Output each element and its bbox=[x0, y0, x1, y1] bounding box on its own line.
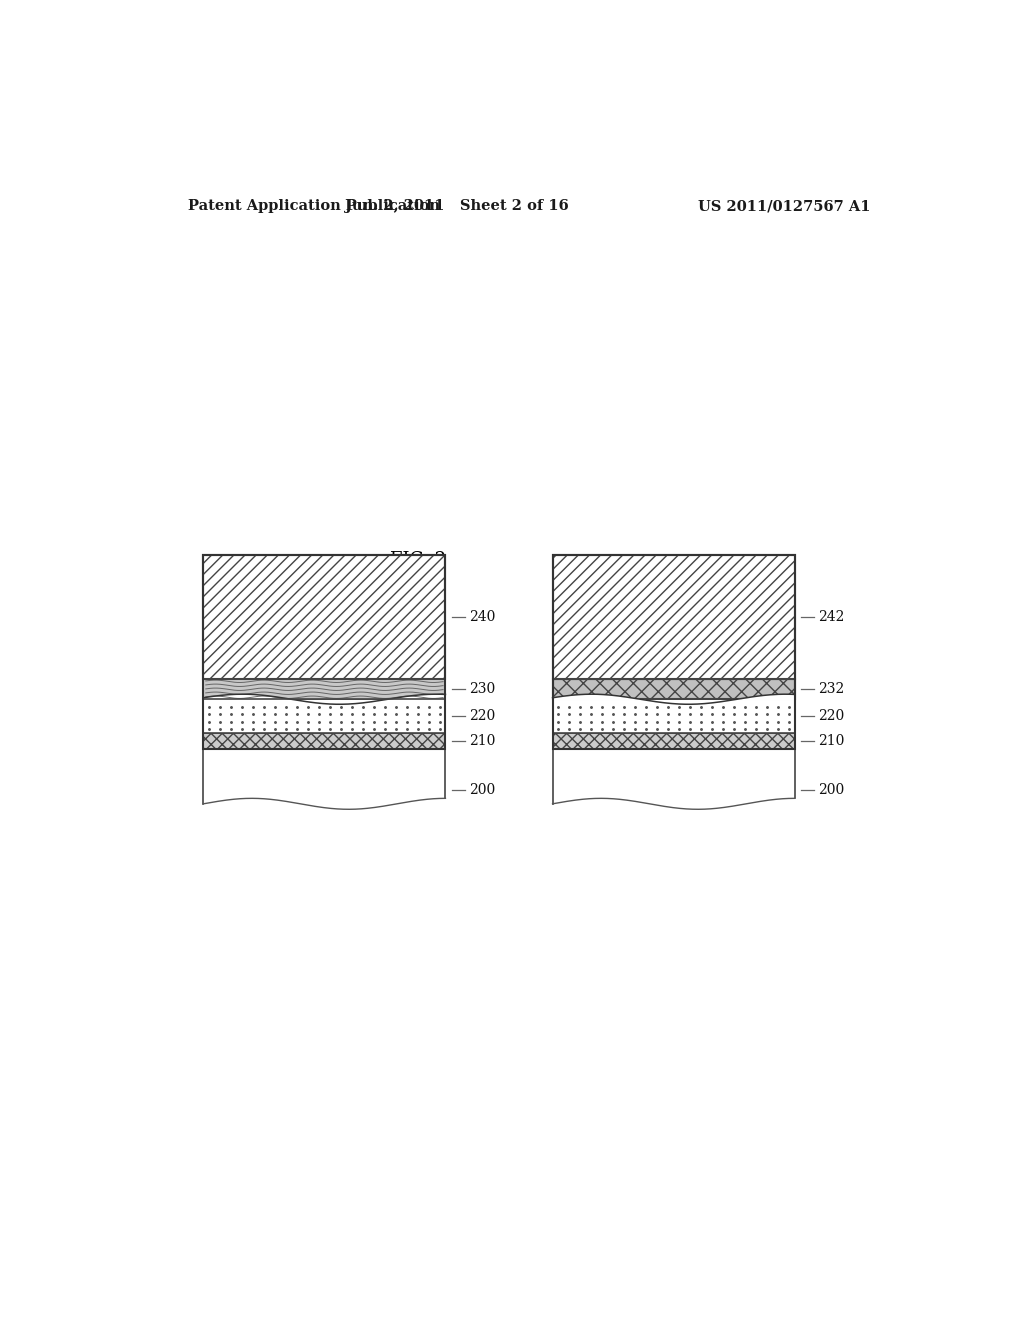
Bar bbox=[553, 733, 795, 748]
Bar bbox=[204, 733, 445, 748]
Bar bbox=[204, 554, 445, 748]
Text: 210: 210 bbox=[818, 734, 845, 748]
Text: 242: 242 bbox=[818, 610, 845, 624]
Text: 220: 220 bbox=[818, 709, 845, 723]
Bar bbox=[553, 700, 795, 733]
Bar bbox=[204, 680, 445, 700]
Text: 210: 210 bbox=[469, 734, 496, 748]
Text: Patent Application Publication: Patent Application Publication bbox=[187, 199, 439, 213]
Bar bbox=[204, 554, 445, 680]
Bar bbox=[204, 700, 445, 733]
Text: (a): (a) bbox=[313, 834, 336, 851]
Text: 232: 232 bbox=[818, 682, 845, 696]
Text: 200: 200 bbox=[469, 783, 496, 797]
Text: (a): (a) bbox=[663, 834, 685, 851]
Text: 230: 230 bbox=[469, 682, 496, 696]
Text: 200: 200 bbox=[818, 783, 845, 797]
Bar bbox=[204, 748, 445, 804]
Bar bbox=[553, 554, 795, 748]
Bar bbox=[553, 680, 795, 700]
Text: Jun. 2, 2011   Sheet 2 of 16: Jun. 2, 2011 Sheet 2 of 16 bbox=[345, 199, 569, 213]
Text: 220: 220 bbox=[469, 709, 496, 723]
Bar bbox=[553, 748, 795, 804]
Text: US 2011/0127567 A1: US 2011/0127567 A1 bbox=[697, 199, 870, 213]
Text: 240: 240 bbox=[469, 610, 496, 624]
Bar bbox=[553, 554, 795, 680]
Text: FIG. 2: FIG. 2 bbox=[389, 550, 445, 569]
Bar bbox=[204, 680, 445, 700]
